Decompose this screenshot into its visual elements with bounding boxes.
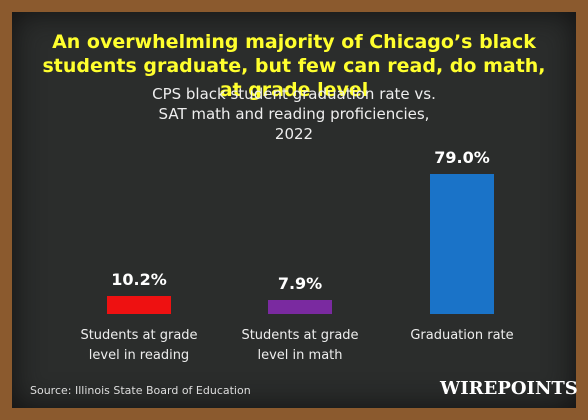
value-label: 79.0% (434, 148, 490, 167)
logo: WIREPOINTS (440, 378, 578, 399)
chart-title: An overwhelming majority of Chicago’s bl… (42, 31, 546, 101)
bar (107, 295, 171, 314)
value-label: 7.9% (277, 274, 323, 293)
value-label: 10.2% (111, 269, 167, 289)
chart-subtitle: CPS black student graduation rate vs. SA… (152, 85, 436, 143)
bar (268, 300, 332, 314)
x-tick-label: Graduation rate (410, 328, 514, 343)
x-tick-label: Students at grade level in reading (80, 328, 198, 363)
x-tick-label: Students at grade level in math (241, 328, 359, 363)
source: Source: Illinois State Board of Educatio… (30, 384, 251, 397)
bar (430, 174, 494, 314)
